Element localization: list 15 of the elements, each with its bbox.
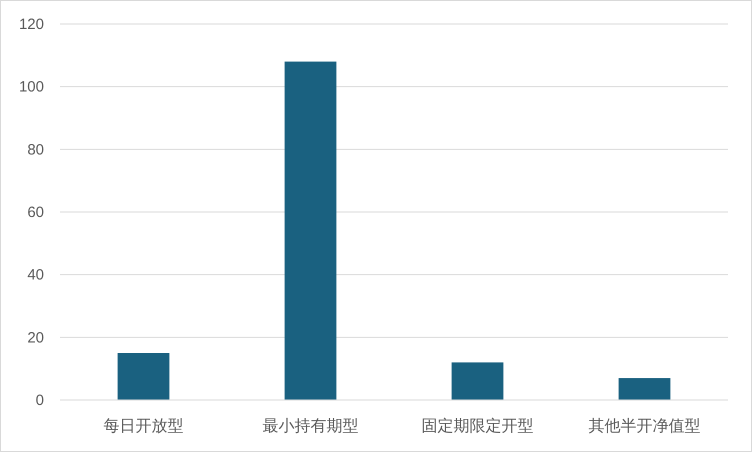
y-tick-label: 100	[18, 78, 44, 96]
x-tick-label: 固定期限定开型	[422, 416, 534, 435]
bar	[618, 378, 670, 400]
y-tick-label: 0	[36, 392, 44, 409]
x-tick-label: 每日开放型	[104, 416, 184, 435]
bar	[452, 362, 504, 400]
y-tick-label: 60	[27, 204, 44, 221]
y-tick-label: 40	[27, 266, 44, 284]
y-tick-label: 20	[27, 329, 44, 346]
bar	[284, 62, 336, 400]
bar	[118, 353, 170, 400]
y-tick-label: 120	[18, 16, 44, 33]
x-tick-label: 最小持有期型	[262, 416, 358, 435]
y-tick-label: 80	[27, 141, 44, 158]
x-tick-label: 其他半开净值型	[588, 416, 700, 435]
